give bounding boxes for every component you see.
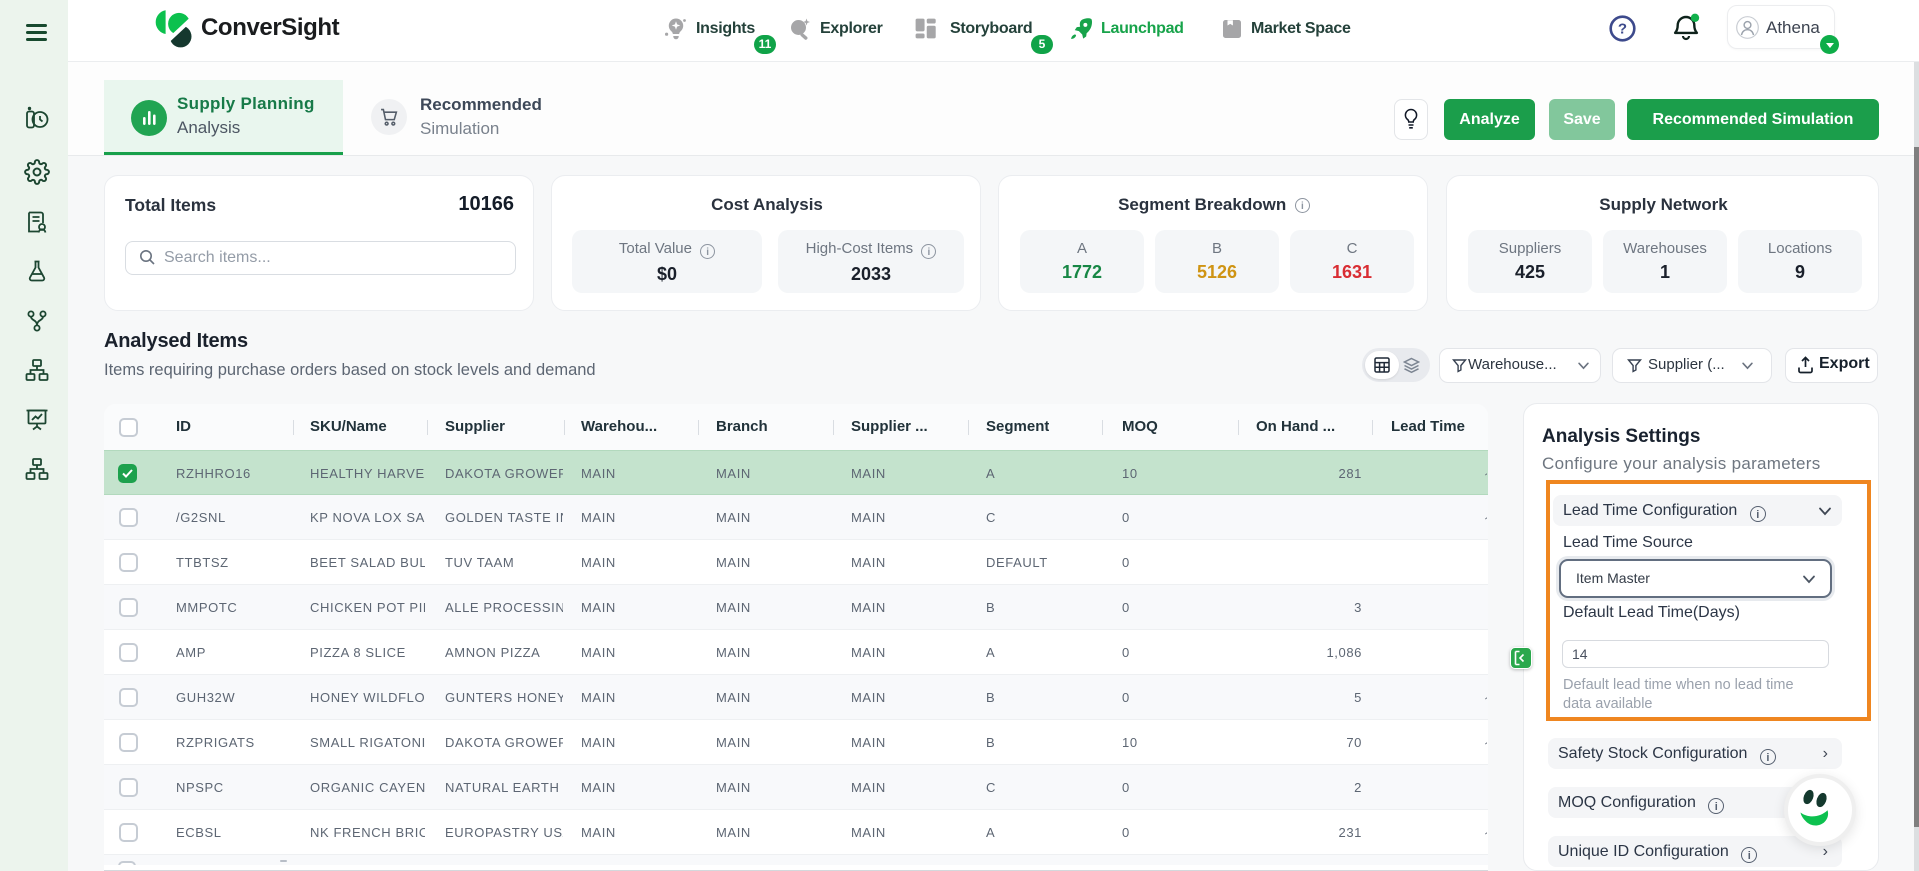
svg-text:?: ?: [1618, 21, 1627, 38]
